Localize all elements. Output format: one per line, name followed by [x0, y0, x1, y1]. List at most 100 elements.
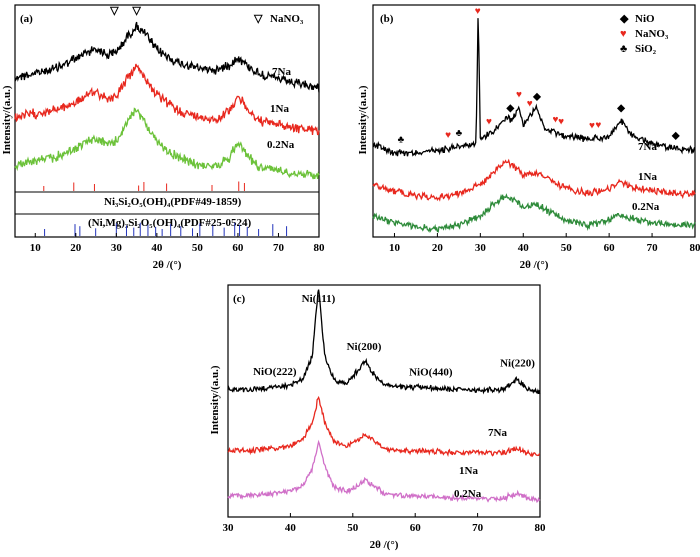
panel-b-series-label-7na: 7Na: [638, 141, 657, 153]
panel-a-letter: (a): [20, 13, 33, 25]
phase-marker: ◆: [671, 130, 680, 141]
phase-marker: ♥: [595, 120, 601, 131]
x-tick-label: 60: [232, 242, 244, 254]
phase-marker: ♥: [527, 98, 533, 109]
phase-marker: ♥: [475, 6, 481, 17]
phase-marker: ♥: [552, 114, 558, 125]
panel-c-peak-annotations: Ni(111) NiO(222) Ni(200) NiO(440) Ni(220): [253, 293, 535, 379]
panel-c: (c) Ni(111) NiO(222) Ni(200) NiO(440) Ni(220…: [209, 284, 547, 551]
panel-c-series-label-0.2na: 0.2Na: [454, 488, 482, 500]
nano3-peak-marker: ▽: [131, 5, 141, 17]
phase-marker: ◆: [506, 103, 515, 114]
x-tick-label: 80: [535, 522, 547, 534]
x-tick-label: 30: [475, 242, 487, 254]
panel-a-ref-label-2: (Ni,Mg)₃Si₂O₅(OH)₄(PDF#25-0524): [88, 217, 252, 229]
panel-a-series-label-1na: 1Na: [270, 103, 289, 115]
panel-b-series-labels: 7Na 1Na 0.2Na: [632, 141, 660, 213]
x-tick-label: 40: [285, 522, 297, 534]
x-tick-label: 70: [273, 242, 285, 254]
x-tick-label: 40: [518, 242, 530, 254]
x-tick-label: 60: [410, 522, 422, 534]
x-tick-label: 50: [347, 522, 359, 534]
panel-b: (b) ◆ NiO ♥ NaNO₃ ♣ SiO₂ ♣ ♥ ♣♥♥◆♥♥◆♥ ♥ ♥ ♥◆◆…: [357, 4, 700, 271]
panel-a-x-axis-title: 2θ /(°): [153, 259, 182, 271]
panel-a-legend-label: NaNO₃: [270, 13, 304, 25]
panel-c-series-label-7na: 7Na: [488, 427, 507, 439]
panel-b-legend-symbol-nio: ◆: [619, 13, 629, 25]
panel-b-legend-symbol-sio2: ♣: [620, 43, 627, 55]
peak-annotation: Ni(220): [500, 357, 535, 369]
panel-a-y-axis-title: Intensity/(a.u.): [1, 85, 13, 154]
panel-b-letter: (b): [380, 13, 394, 25]
panel-b-legend-label-nano3: NaNO₃: [635, 28, 669, 40]
panel-a-series-label-7na: 7Na: [272, 66, 291, 78]
x-tick-label: 60: [604, 242, 616, 254]
series-line-0.2na: [14, 107, 320, 180]
x-tick-label: 50: [561, 242, 573, 254]
panel-c-frame: [227, 284, 541, 518]
x-tick-label: 80: [314, 242, 326, 254]
x-tick-label: 30: [223, 522, 235, 534]
series-line-1na: [227, 395, 541, 458]
x-tick-label: 20: [432, 242, 444, 254]
x-tick-label: 20: [70, 242, 82, 254]
panel-a-legend-symbol: ▽: [253, 13, 263, 25]
panel-b-legend: ◆ NiO ♥ NaNO₃ ♣ SiO₂: [619, 13, 669, 55]
panel-c-series-group: [227, 289, 541, 503]
phase-marker: ♣: [398, 135, 405, 146]
peak-annotation: NiO(440): [409, 367, 453, 379]
panel-b-y-axis-title: Intensity/(a.u.): [357, 85, 369, 154]
phase-marker: ♣: [456, 128, 463, 139]
panel-c-series-label-1na: 1Na: [459, 465, 478, 477]
phase-marker: ♥: [486, 117, 492, 128]
peak-annotation: Ni(200): [347, 341, 382, 353]
panel-a-series-group: [14, 21, 320, 180]
panel-a-frame: [14, 4, 320, 238]
series-line-1na: [14, 63, 320, 136]
panel-b-legend-label-sio2: SiO₂: [635, 43, 657, 55]
x-tick-label: 50: [192, 242, 204, 254]
x-tick-label: 80: [690, 242, 700, 254]
nano3-peak-marker: ▽: [109, 5, 119, 17]
panel-a-x-ticks: 10 20 30 40 50 60 70 80: [30, 233, 325, 254]
panel-c-y-axis-title: Intensity/(a.u.): [209, 365, 221, 434]
series-line-0.2na: [372, 193, 696, 233]
series-line-7na: [14, 21, 320, 93]
panel-b-series-group: [372, 18, 696, 233]
panel-c-series-labels: 7Na 1Na 0.2Na: [454, 427, 507, 500]
x-tick-label: 30: [111, 242, 123, 254]
phase-marker: ◆: [616, 103, 625, 114]
phase-marker: ◆: [532, 91, 541, 102]
panel-a: (a) ▽ NaNO₃ ▽ ▽ 7Na 1Na 0.2Na Ni₃Si₂O₅(OH…: [1, 4, 325, 271]
series-line-1na: [372, 158, 696, 202]
panel-b-frame: [372, 4, 696, 238]
panel-b-series-label-0.2na: 0.2Na: [632, 201, 660, 213]
panel-c-x-ticks: 30 40 50 60 70 80: [223, 513, 547, 534]
x-tick-label: 10: [30, 242, 42, 254]
panel-a-legend: ▽ NaNO₃: [253, 13, 304, 25]
series-line-0.2na: [227, 439, 541, 503]
panel-c-letter: (c): [233, 293, 246, 305]
peak-annotation: NiO(222): [253, 366, 297, 378]
panel-a-peak-markers: ▽ ▽: [109, 5, 141, 17]
panel-a-series-label-0.2na: 0.2Na: [267, 139, 295, 151]
phase-marker: ♥: [589, 121, 595, 132]
panel-b-x-axis-title: 2θ /(°): [520, 259, 549, 271]
panel-b-x-ticks: 10 20 30 40 50 60 70 80: [389, 233, 700, 254]
x-tick-label: 70: [647, 242, 659, 254]
panel-a-ref-label-1: Ni₃Si₂O₅(OH)₄(PDF#49-1859): [104, 196, 242, 208]
panel-b-legend-label-nio: NiO: [635, 13, 655, 25]
series-line-7na: [372, 18, 696, 157]
panel-c-x-axis-title: 2θ /(°): [370, 539, 399, 551]
phase-marker: ♥: [516, 89, 522, 100]
x-tick-label: 10: [389, 242, 401, 254]
panel-a-reference-sticks: [43, 181, 288, 236]
x-tick-label: 40: [151, 242, 163, 254]
panel-b-phase-markers: ♣ ♥ ♣♥♥◆♥♥◆♥ ♥ ♥ ♥◆◆: [398, 6, 680, 146]
series-line-7na: [227, 289, 541, 395]
phase-marker: ♥: [558, 117, 564, 128]
panel-b-legend-symbol-nano3: ♥: [620, 28, 627, 40]
panel-b-series-label-1na: 1Na: [638, 171, 657, 183]
panel-a-series-labels: 7Na 1Na 0.2Na: [267, 66, 295, 151]
